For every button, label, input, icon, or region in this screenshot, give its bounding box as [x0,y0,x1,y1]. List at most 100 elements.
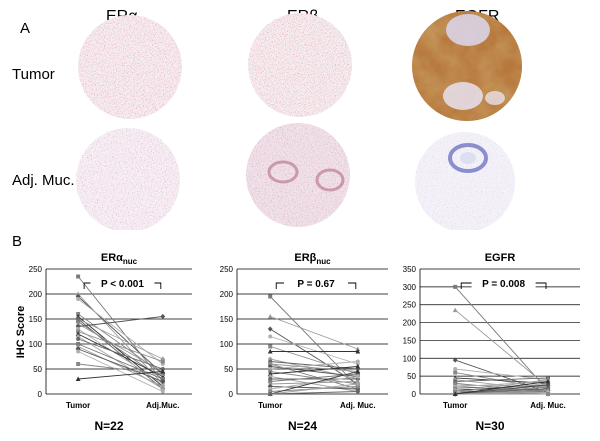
p-value-annotation: P = 0.67 [297,279,335,290]
y-tick-label: 0 [229,390,234,399]
data-point [355,378,361,384]
data-point [453,370,458,375]
data-point [76,297,81,301]
panel-a-letter: A [20,20,31,37]
data-point [453,367,458,371]
data-point [75,346,81,352]
series-line [77,331,163,362]
row-label-tumor: Tumor [12,66,55,83]
series-line [455,381,549,388]
data-point [76,274,81,279]
data-point [267,371,273,376]
y-tick-label: 50 [33,365,42,374]
data-point [546,392,550,396]
y-axis-title: IHC Score [15,306,27,359]
x-tick-label-adj-muc: Adj. Muc. [340,401,376,410]
y-tick-label: 250 [220,265,234,274]
data-point [355,346,361,351]
series-line [455,377,549,382]
annotation-background [90,276,155,290]
sample-size-label: N=22 [94,419,123,433]
series-line [270,336,358,365]
data-point [355,359,360,364]
y-tick-label: 200 [403,319,417,328]
series-line [270,366,358,375]
data-point [268,334,273,339]
data-point [75,293,81,300]
series-line [455,384,549,395]
data-point [160,389,165,394]
y-tick-label: 200 [29,290,43,299]
annotation-background [284,276,349,290]
data-point [160,368,166,374]
micrograph-adj-er-beta [246,123,350,227]
p-value-annotation: P < 0.001 [101,279,144,290]
data-point [267,313,273,319]
data-point [76,349,81,354]
data-point [160,383,166,389]
y-tick-label: 150 [403,336,417,345]
micrograph-adj-egfr [415,132,515,230]
x-tick-label-tumor: Tumor [258,401,282,410]
data-point [160,313,166,320]
data-point [75,343,81,349]
y-tick-label: 50 [224,365,233,374]
data-point [76,337,81,341]
data-point [453,284,458,289]
series-line [77,348,163,382]
series-line [269,296,359,387]
data-point [268,294,273,299]
series-line [77,346,163,387]
y-tick-label: 350 [403,265,417,274]
data-point [75,291,81,296]
y-tick-label: 0 [38,390,43,399]
data-point [452,391,458,396]
series-line [77,351,163,392]
y-tick-label: 300 [403,283,417,292]
y-tick-label: 250 [29,265,43,274]
data-point [75,333,81,340]
series-line [78,371,163,380]
data-point [267,348,273,354]
series-line [77,338,163,370]
micrograph-adj-er-alpha [76,128,180,230]
data-point [267,326,273,332]
series-line [270,316,358,350]
sample-size-label: N=24 [288,419,317,433]
data-point [76,362,81,366]
data-point [75,323,81,330]
data-point [75,331,81,336]
y-tick-label: 100 [29,340,43,349]
series-line [77,333,164,377]
x-tick-label-adj-muc: Adj.Muc. [146,401,179,410]
data-point [355,389,360,394]
x-tick-label-tumor: Tumor [443,401,467,410]
series-line [270,361,358,370]
y-tick-label: 200 [220,290,234,299]
data-point [160,356,166,362]
series-line [454,309,549,388]
series-line [77,328,164,385]
series-line [270,371,358,395]
micrograph-tumor-er-alpha [78,15,182,119]
x-tick-label-adj-muc: Adj. Muc. [530,401,566,410]
data-point [452,307,458,313]
x-tick-label-tumor: Tumor [66,401,90,410]
chart-title: ERβnuc [294,252,331,266]
series-line [455,381,549,395]
micrograph-tumor-er-beta [248,13,352,117]
data-point [75,321,81,326]
data-point [355,348,361,354]
data-point [160,359,165,364]
p-value-annotation: P = 0.008 [482,279,525,290]
data-point [75,376,81,381]
series-line [455,379,549,393]
series-line [77,298,164,365]
series-line [455,368,549,381]
y-tick-label: 100 [403,354,417,363]
series-line [454,286,549,391]
sample-size-label: N=30 [475,419,504,433]
series-line [270,391,358,395]
data-point [160,372,165,376]
